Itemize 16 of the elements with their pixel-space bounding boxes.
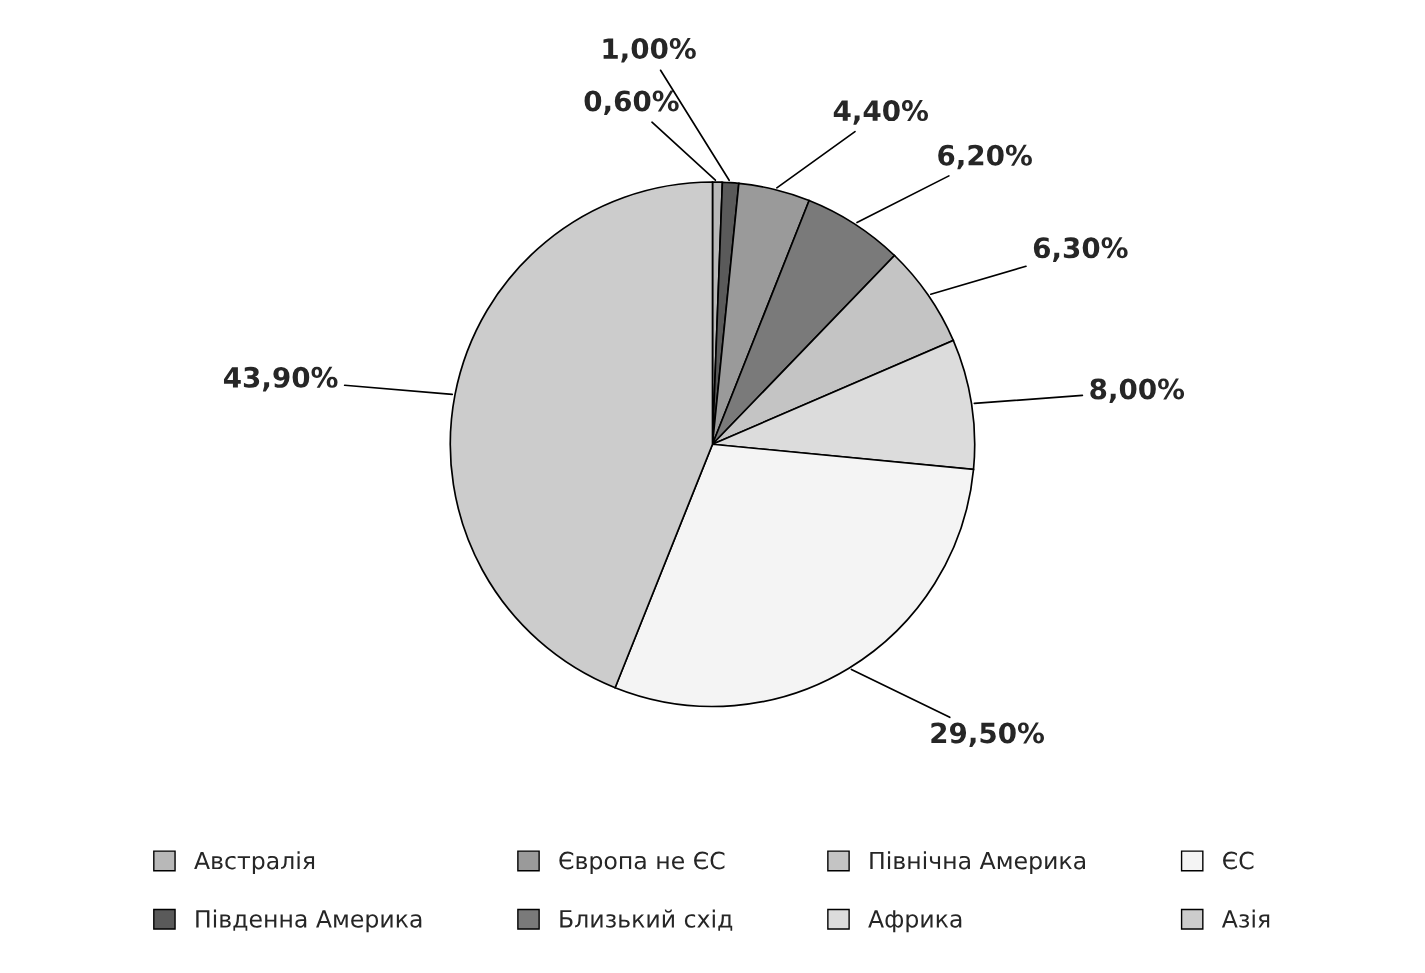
legend-label: ЄС [1223, 851, 1254, 870]
legend-label: Африка [868, 910, 962, 933]
legend-label: Європа не ЄС [559, 851, 725, 875]
data-label: 1,00% [603, 38, 696, 63]
legend-label: Австралія [194, 851, 315, 875]
data-label: 29,50% [931, 722, 1045, 747]
data-label: 4,40% [833, 100, 929, 125]
legend-label: Азія [1221, 909, 1270, 928]
data-label: 6,20% [938, 144, 1032, 170]
data-label: 8,00% [1090, 378, 1185, 404]
legend-label: Близький схід [560, 909, 733, 931]
legend-label: Північна Америка [870, 851, 1085, 875]
legend-label: Південна Америка [196, 909, 422, 933]
data-label: 43,90% [223, 366, 338, 392]
data-label: 0,60% [584, 90, 679, 116]
data-label: 6,30% [1033, 237, 1128, 262]
